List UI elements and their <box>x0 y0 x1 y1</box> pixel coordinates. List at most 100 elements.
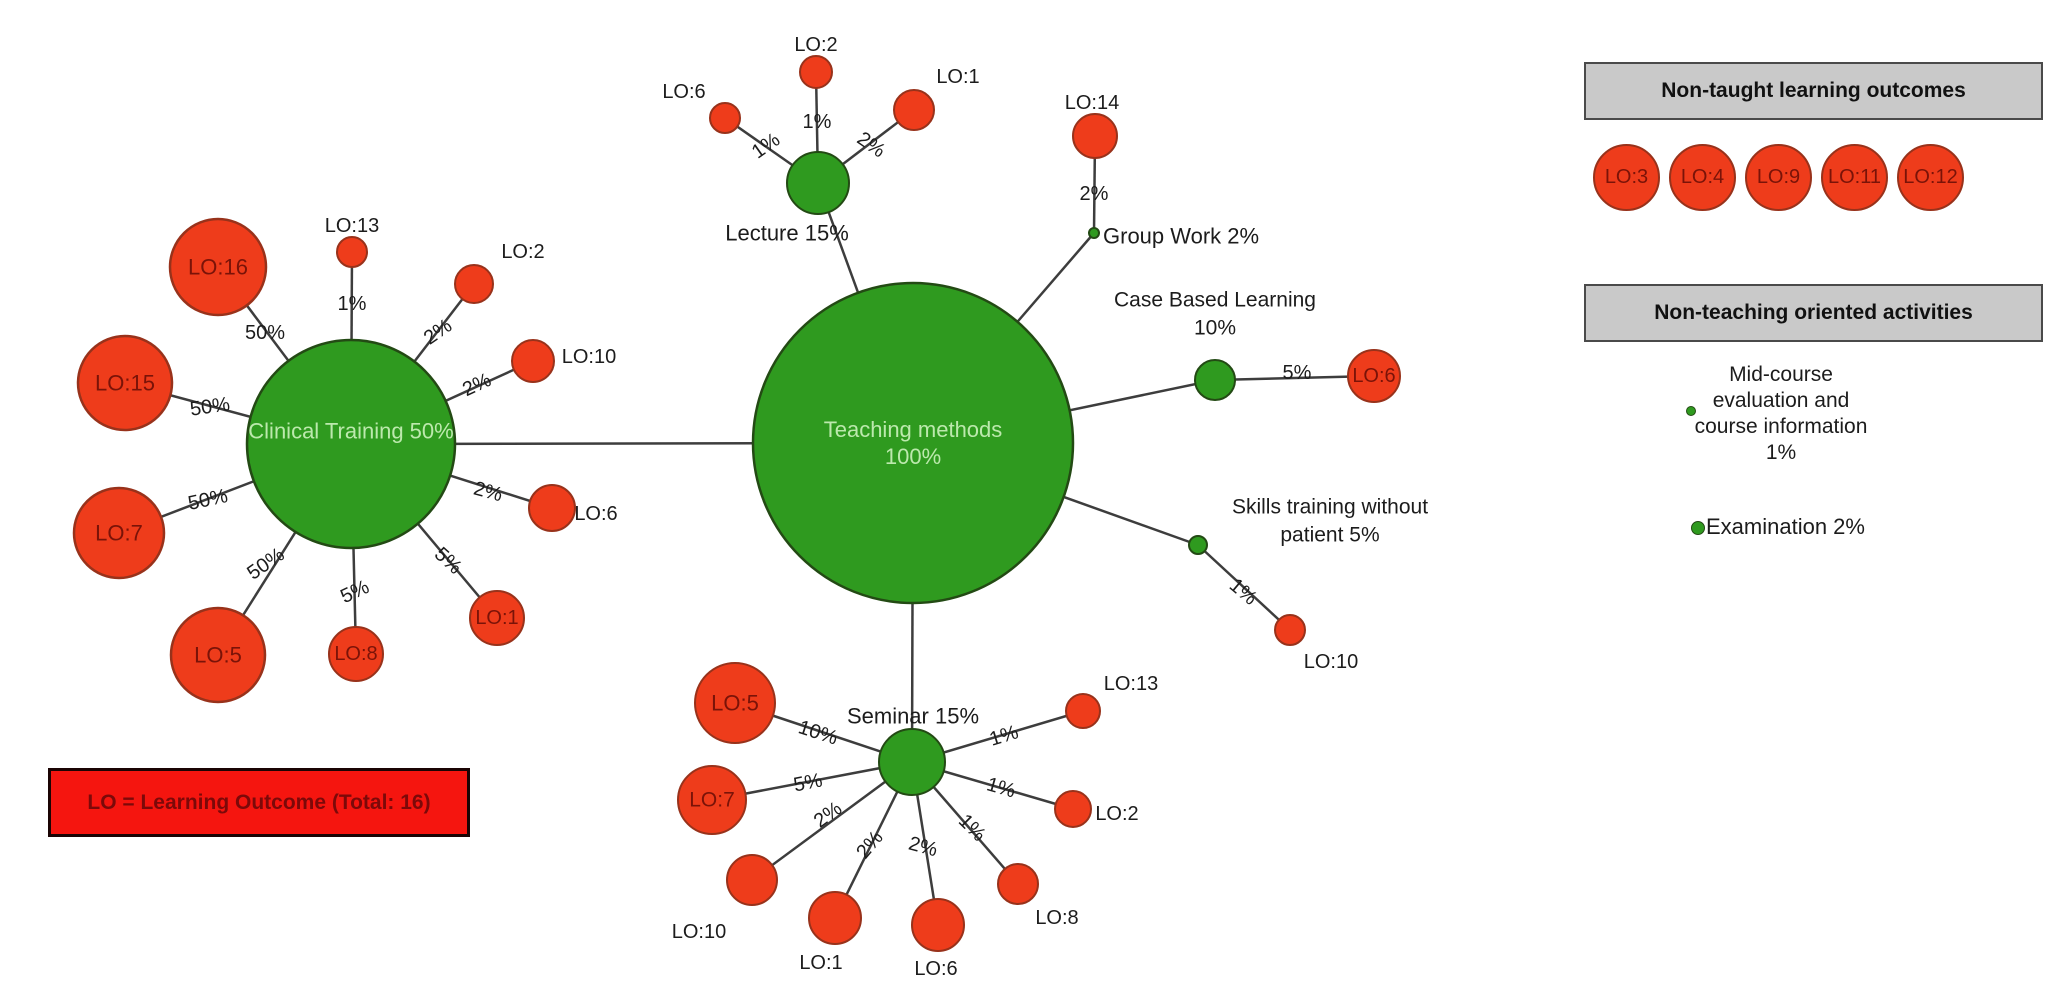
label-l-lo2: LO:2 <box>501 241 544 263</box>
activity-label-2: Examination 2% <box>1706 514 1865 539</box>
pct-seminar-s-lo5: 10% <box>796 716 841 749</box>
label-cbl-lo6: LO:6 <box>1352 365 1395 387</box>
edge-skills-sk-lo10 <box>1197 544 1291 631</box>
pct-clinical-l-lo2: 2% <box>420 315 456 350</box>
node-l-lo1-outcome-circle <box>469 590 525 646</box>
label-teaching-line2: 100% <box>885 444 941 469</box>
activity-label-line: course information <box>1694 415 1868 438</box>
pct-gw-lo14: 2% <box>1080 183 1109 205</box>
label-l-lo13: LO:13 <box>325 215 379 237</box>
node-cbl-method-circle <box>1194 359 1236 401</box>
label-l-lo1: LO:1 <box>475 607 518 629</box>
pct-lecture-t-lo2: 1% <box>803 111 832 133</box>
pct-cbl-cbl-lo6: 5% <box>1283 362 1312 384</box>
label-s-lo7: LO:7 <box>689 789 735 812</box>
pct-seminar-s-lo13: 1% <box>987 721 1021 751</box>
node-seminar-method-circle <box>878 728 946 796</box>
activity-label-line: 1% <box>1765 441 1797 464</box>
node-s-lo8-outcome-circle <box>997 863 1039 905</box>
node-gw-method-circle <box>1088 227 1100 239</box>
pct-seminar-s-lo2: 1% <box>984 773 1018 802</box>
label-cbl-line2: 10% <box>1194 317 1236 340</box>
label-t-lo1: LO:1 <box>936 66 979 88</box>
label-s-lo6: LO:6 <box>914 958 957 980</box>
label-l-lo10: LO:10 <box>562 346 616 368</box>
label-l-lo7: LO:7 <box>95 521 143 546</box>
pct-seminar-s-lo7: 5% <box>792 769 825 796</box>
node-l-lo13-outcome-circle <box>336 236 368 268</box>
legend-outcome-lo-11: LO:11 <box>1821 144 1888 211</box>
pct-seminar-s-lo10: 2% <box>810 797 846 832</box>
node-l-lo10-outcome-circle <box>511 339 555 383</box>
legend-note-box: LO = Learning Outcome (Total: 16) <box>48 768 470 837</box>
pct-seminar-s-lo1: 2% <box>852 827 888 863</box>
legend-outcome-lo-12: LO:12 <box>1897 144 1964 211</box>
node-t-lo6-outcome-circle <box>709 102 741 134</box>
non-teaching-activities-header: Non-teaching oriented activities <box>1584 284 2043 342</box>
label-l-lo6: LO:6 <box>574 503 617 525</box>
pct-clinical-l-lo7: 50% <box>186 485 230 515</box>
label-lo14: LO:14 <box>1065 92 1119 114</box>
node-lo14-outcome-circle <box>1072 113 1118 159</box>
label-s-lo8: LO:8 <box>1035 907 1078 929</box>
pct-seminar-s-lo6: 2% <box>906 833 940 862</box>
label-cbl-line1: Case Based Learning <box>1114 289 1316 312</box>
legend-note-text: LO = Learning Outcome (Total: 16) <box>87 790 431 814</box>
pct-clinical-l-lo8: 5% <box>337 576 373 608</box>
label-s-lo2: LO:2 <box>1095 803 1138 825</box>
node-cbl-lo6-outcome-circle <box>1347 349 1401 403</box>
label-s-lo1: LO:1 <box>799 952 842 974</box>
node-t-lo2-outcome-circle <box>799 55 833 89</box>
node-l-lo5-outcome-circle <box>169 606 267 704</box>
label-l-lo8: LO:8 <box>334 643 377 665</box>
label-s-lo5: LO:5 <box>711 691 759 716</box>
node-skills-method-circle <box>1188 535 1208 555</box>
label-t-lo2: LO:2 <box>794 34 837 56</box>
node-s-lo1-outcome-circle <box>808 891 862 945</box>
pct-lecture-t-lo6: 1% <box>748 129 784 164</box>
label-skills-line1: Skills training without <box>1232 496 1428 519</box>
activity-dot-icon <box>1686 406 1696 416</box>
label-l-lo16: LO:16 <box>188 255 248 280</box>
label-gw: Group Work 2% <box>1103 224 1259 249</box>
node-sk-lo10-outcome-circle <box>1274 614 1306 646</box>
legend-outcome-lo-4: LO:4 <box>1669 144 1736 211</box>
label-clinical: Clinical Training 50% <box>248 419 453 444</box>
node-s-lo13-outcome-circle <box>1065 693 1101 729</box>
node-l-lo15-outcome-circle <box>76 334 174 432</box>
activity-label-line: evaluation and <box>1712 389 1850 412</box>
node-l-lo16-outcome-circle <box>168 217 268 317</box>
activity-label-1: Mid-course evaluation and course informati… <box>1621 362 1941 466</box>
node-s-lo2-outcome-circle <box>1054 790 1092 828</box>
node-l-lo7-outcome-circle <box>72 486 166 580</box>
non-taught-outcomes-header-label: Non-taught learning outcomes <box>1661 79 1966 102</box>
pct-clinical-l-lo16: 50% <box>245 322 285 344</box>
label-s-lo13: LO:13 <box>1104 673 1158 695</box>
node-s-lo6-outcome-circle <box>911 898 965 952</box>
node-l-lo8-outcome-circle <box>328 626 384 682</box>
non-teaching-activities-header-label: Non-teaching oriented activities <box>1654 301 1973 324</box>
label-teaching-line1: Teaching methods <box>824 417 1003 442</box>
pct-clinical-l-lo15: 50% <box>189 393 232 420</box>
node-s-lo5-outcome-circle <box>694 662 776 744</box>
pct-skills-sk-lo10: 1% <box>1225 574 1261 610</box>
label-sk-lo10: LO:10 <box>1304 651 1358 673</box>
pct-clinical-l-lo6: 2% <box>471 478 505 507</box>
label-skills-line2: patient 5% <box>1280 524 1379 547</box>
pct-clinical-l-lo10: 2% <box>459 369 495 401</box>
activity-label-line: Mid-course <box>1729 363 1833 386</box>
non-taught-outcomes-list: LO:3 LO:4 LO:9 LO:11 LO:12 <box>1593 144 1964 211</box>
node-clinical-method-circle <box>245 338 457 550</box>
label-seminar: Seminar 15% <box>847 704 979 729</box>
node-teaching-method-circle <box>751 281 1075 605</box>
label-t-lo6: LO:6 <box>662 81 705 103</box>
label-s-lo10: LO:10 <box>672 921 726 943</box>
node-s-lo7-outcome-circle <box>677 765 747 835</box>
legend-outcome-lo-3: LO:3 <box>1593 144 1660 211</box>
node-s-lo10-outcome-circle <box>726 854 778 906</box>
node-t-lo1-outcome-circle <box>893 89 935 131</box>
node-l-lo6-outcome-circle <box>528 484 576 532</box>
non-taught-outcomes-header: Non-taught learning outcomes <box>1584 62 2043 120</box>
label-lecture: Lecture 15% <box>725 221 849 246</box>
